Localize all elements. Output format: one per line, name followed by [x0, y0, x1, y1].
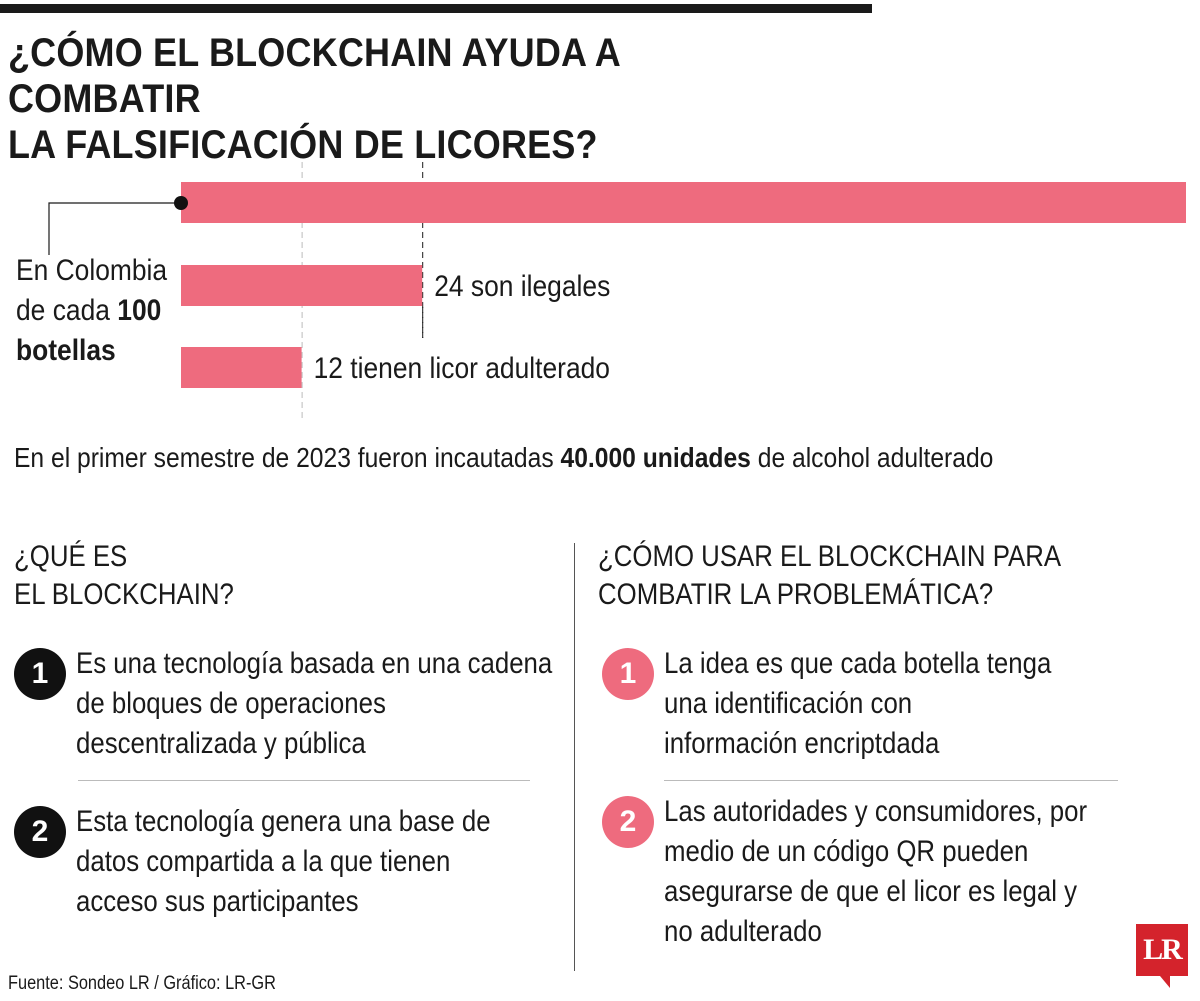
- text-line: Esta tecnología genera una base de: [76, 805, 491, 838]
- group-label: En Colombia: [16, 252, 167, 286]
- text-line: una identificación con: [664, 687, 913, 720]
- right-heading-line-1: ¿CÓMO USAR EL BLOCKCHAIN PARA: [598, 540, 1062, 573]
- text-line: de bloques de operaciones: [76, 687, 386, 720]
- logo-tail: [1160, 976, 1170, 988]
- data-label: 24 son ilegales: [434, 268, 610, 302]
- text-line: asegurarse de que el licor es legal y: [664, 875, 1078, 908]
- bar: [181, 182, 1186, 223]
- source-credit: Fuente: Sondeo LR / Gráfico: LR-GR: [8, 973, 276, 994]
- left-section-heading: ¿QUÉ ES EL BLOCKCHAIN?: [14, 538, 234, 614]
- text-line: Es una tecnología basada en una cadena: [76, 647, 553, 680]
- text-line: acceso sus participantes: [76, 885, 359, 918]
- left-item-2-text: Esta tecnología genera una base de datos…: [76, 802, 491, 922]
- group-label: de cada 100: [16, 292, 161, 326]
- number-badge: 1: [14, 648, 66, 700]
- column-divider: [574, 543, 575, 971]
- right-item-2-text: Las autoridades y consumidores, por medi…: [664, 792, 1087, 952]
- bar: [181, 265, 423, 306]
- number-badge: 1: [602, 648, 654, 700]
- title-line-1: ¿CÓMO EL BLOCKCHAIN AYUDA A COMBATIR: [8, 31, 620, 121]
- text-line: La idea es que cada botella tenga: [664, 647, 1052, 680]
- text-line: no adulterado: [664, 915, 822, 948]
- left-item-1-text: Es una tecnología basada en una cadena d…: [76, 644, 552, 764]
- text-line: información encriptdada: [664, 727, 940, 760]
- connector-dot: [174, 196, 188, 210]
- connector-line: [48, 202, 181, 255]
- bar-chart: 24 son ilegales 12 tienen licor adulterad…: [16, 162, 1186, 420]
- text-line: descentralizada y pública: [76, 727, 366, 760]
- data-label: 12 tienen licor adulterado: [314, 350, 610, 384]
- page-title: ¿CÓMO EL BLOCKCHAIN AYUDA A COMBATIR LA …: [8, 30, 818, 168]
- right-section-heading: ¿CÓMO USAR EL BLOCKCHAIN PARA COMBATIR L…: [598, 538, 1061, 614]
- text-line: medio de un código QR pueden: [664, 835, 1029, 868]
- right-item-1-text: La idea es que cada botella tenga una id…: [664, 644, 1051, 764]
- stat-text-before: En el primer semestre de 2023 fueron inc…: [14, 442, 561, 473]
- stat-text-after: de alcohol adulterado: [750, 442, 994, 473]
- number-badge: 2: [602, 796, 654, 848]
- left-heading-line-1: ¿QUÉ ES: [14, 540, 128, 573]
- bar: [181, 347, 302, 388]
- lr-logo: LR: [1136, 924, 1188, 976]
- group-label: botellas: [16, 332, 116, 366]
- left-separator: [78, 780, 530, 781]
- text-line: datos compartida a la que tienen: [76, 845, 451, 878]
- stat-highlight: 40.000 unidades: [560, 442, 751, 473]
- right-heading-line-2: COMBATIR LA PROBLEMÁTICA?: [598, 578, 994, 611]
- title-line-2: LA FALSIFICACIÓN DE LICORES?: [8, 123, 598, 167]
- right-separator: [664, 780, 1118, 781]
- number-badge: 2: [14, 806, 66, 858]
- top-rule: [0, 4, 872, 13]
- seizure-stat: En el primer semestre de 2023 fueron inc…: [14, 442, 993, 474]
- left-heading-line-2: EL BLOCKCHAIN?: [14, 578, 234, 611]
- text-line: Las autoridades y consumidores, por: [664, 795, 1088, 828]
